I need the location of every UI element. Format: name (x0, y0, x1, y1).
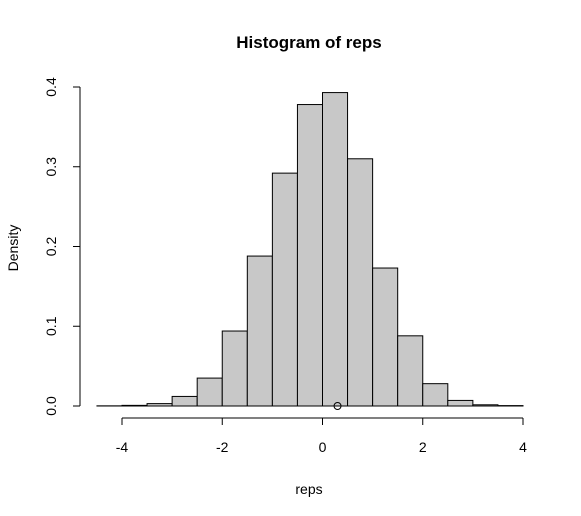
x-axis-label: reps (295, 481, 322, 497)
x-tick-label: -2 (216, 439, 229, 455)
y-tick-label: 0.2 (43, 237, 59, 257)
y-axis: 0.0 0.1 0.2 0.3 0.4 (43, 77, 81, 416)
histogram-bar (121, 404, 148, 407)
histogram-bar (322, 92, 349, 407)
histogram-bar (447, 399, 474, 407)
marker-point (333, 402, 342, 410)
x-axis: -4 -2 0 2 4 (116, 417, 527, 455)
histogram-bar (171, 395, 198, 407)
marker-layer (333, 402, 342, 410)
histogram-bar (146, 403, 173, 407)
histogram-bar (372, 267, 399, 407)
x-tick-label: 2 (419, 439, 427, 455)
y-tick-label: 0.0 (43, 396, 59, 416)
histogram-bar (221, 330, 248, 407)
histogram-bar (347, 158, 374, 407)
histogram-bar (246, 255, 273, 407)
y-tick-label: 0.3 (43, 157, 59, 177)
histogram-bar (196, 377, 223, 407)
x-tick-label: -4 (116, 439, 129, 455)
y-tick-label: 0.1 (43, 316, 59, 336)
y-tick-label: 0.4 (43, 77, 59, 97)
histogram-bar (296, 104, 324, 407)
histogram-bars (96, 92, 524, 407)
histogram-bar (271, 172, 298, 407)
y-axis-label: Density (5, 225, 21, 272)
x-tick-label: 0 (319, 439, 327, 455)
histogram-bar (472, 404, 499, 407)
chart-title: Histogram of reps (236, 33, 381, 52)
histogram-bar (397, 335, 424, 407)
x-tick-label: 4 (519, 439, 527, 455)
histogram-bar (422, 383, 449, 407)
